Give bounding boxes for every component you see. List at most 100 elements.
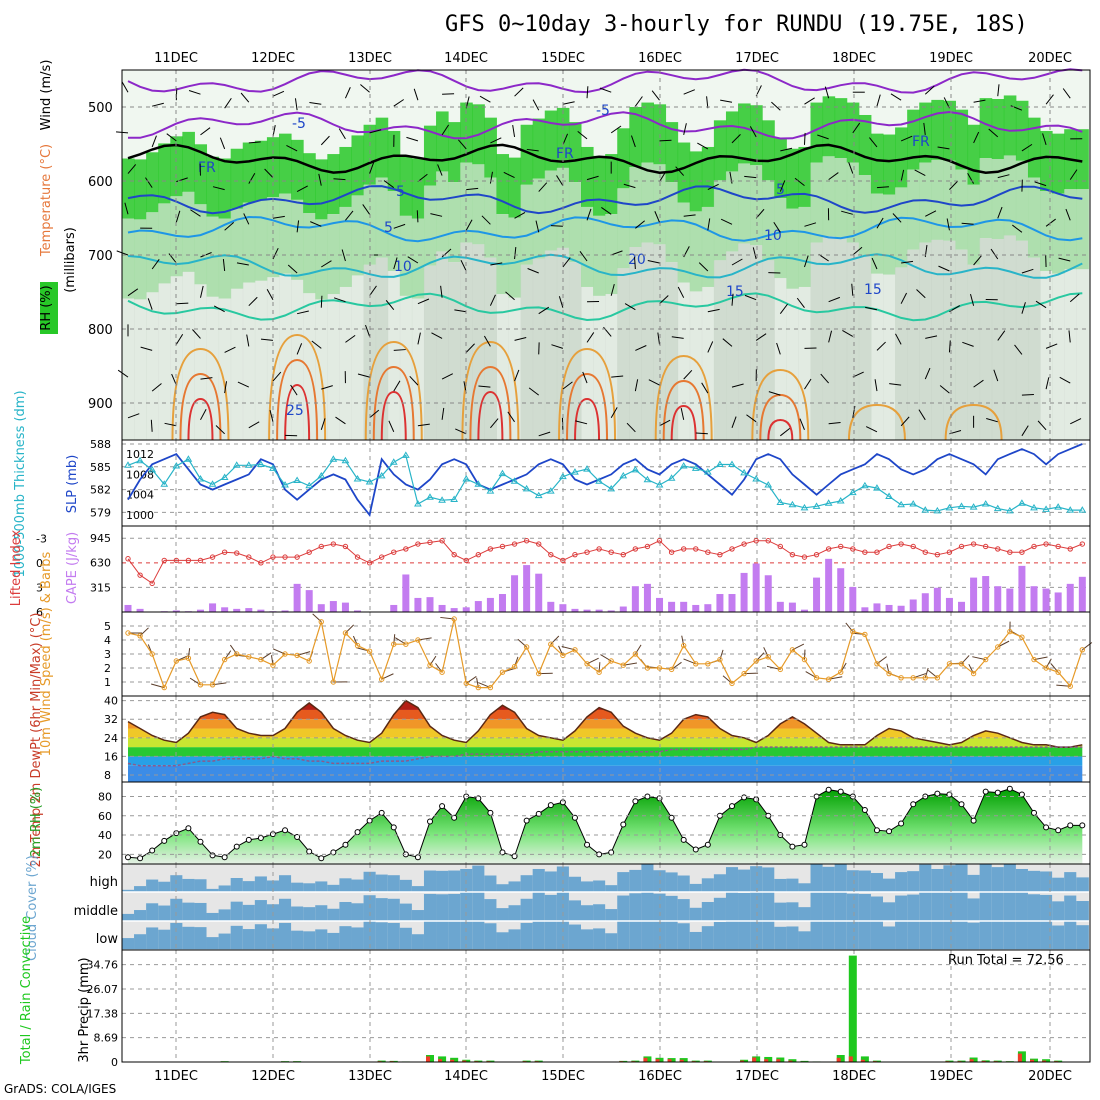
rh-cell — [134, 219, 147, 300]
wind-barb — [248, 141, 261, 144]
cloud-cover-cell — [399, 903, 413, 921]
rh-point — [294, 833, 301, 840]
cloud-cover-cell — [520, 922, 534, 950]
wind-barb — [939, 385, 950, 394]
wind-barb — [1045, 218, 1056, 227]
cloud-cover-cell — [713, 874, 727, 892]
cloud-cover-cell — [206, 888, 220, 892]
rh-point — [692, 846, 699, 853]
cloud-cover-cell — [218, 909, 232, 921]
rh-point — [221, 854, 228, 861]
wind-speed-point — [596, 669, 602, 675]
x-tick-label-top: 12DEC — [251, 51, 295, 66]
cloud-cover-cell — [629, 921, 642, 950]
li-point — [487, 546, 494, 552]
rh-cell — [1052, 273, 1065, 440]
upper-air-panel: -5-55FRFRFR55101015152025500600700800900 — [88, 68, 1091, 441]
li-point — [596, 546, 602, 552]
wind-barb — [901, 260, 914, 264]
thickness-point — [389, 458, 398, 465]
wind-barb — [187, 648, 191, 659]
rh-cell — [955, 249, 969, 440]
rh-point — [161, 837, 168, 844]
cape-bar — [837, 568, 845, 612]
wind-barb — [393, 349, 406, 351]
cloud-cover-cell — [677, 899, 691, 921]
rh-cell — [423, 185, 437, 266]
wind-barb — [514, 247, 517, 260]
rh-cell — [496, 214, 510, 295]
cloud-axis-label: Cloud Cover (%) — [25, 855, 40, 961]
cloud-cover-cell — [834, 864, 848, 892]
cape-bar — [643, 583, 651, 612]
slp-tick-label: 1000 — [126, 509, 154, 522]
rh-cell — [641, 102, 654, 163]
wind-speed-point — [354, 642, 361, 649]
warm-contour — [566, 372, 609, 441]
rh-point — [994, 789, 1001, 796]
thickness-point — [438, 496, 446, 503]
rh-cell — [121, 218, 135, 299]
thickness-point — [800, 503, 809, 511]
cloud-cover-cell — [979, 864, 993, 892]
wind-barb — [481, 215, 491, 225]
cloud-cover-cell — [991, 892, 1005, 921]
wind-barb — [175, 210, 181, 223]
wind-barb — [924, 367, 931, 380]
rh-point — [185, 825, 192, 832]
cloud-cover-cell — [134, 886, 147, 892]
wind-speed-point — [403, 641, 409, 647]
wind-barb — [598, 662, 601, 673]
cloud-cover-cell — [472, 865, 485, 892]
rh-cell — [134, 159, 147, 220]
cloud-cover-cell — [544, 921, 558, 950]
rh-cell — [629, 107, 642, 167]
li-point — [536, 541, 542, 547]
rh-cell — [713, 180, 727, 261]
cloud-cover-cell — [279, 875, 292, 892]
rh-cell — [532, 118, 546, 179]
cloud-cover-cell — [436, 921, 449, 950]
rh-point — [910, 801, 917, 808]
cloud-cover-cell — [955, 921, 969, 950]
x-tick-label-top: 18DEC — [832, 51, 876, 66]
rh-cell — [206, 156, 220, 217]
wind-barb — [697, 142, 709, 150]
dewpoint-line — [127, 746, 1083, 767]
cloud-cover-cell — [786, 926, 799, 950]
rh-cell — [508, 157, 522, 218]
cloud-cover-cell — [665, 921, 679, 950]
wind-speed-point — [982, 656, 989, 663]
wind-speed-point — [584, 661, 590, 667]
li-point — [1079, 541, 1086, 547]
cloud-cover-cell — [991, 867, 1005, 892]
wind-barb — [290, 384, 298, 396]
rh-point — [934, 790, 941, 797]
rh-point — [741, 794, 748, 801]
wind-barb — [465, 96, 470, 109]
cloud-cover-cell — [556, 866, 570, 892]
wind-barb — [648, 379, 660, 386]
cloud-cover-cell — [315, 881, 328, 892]
rh-cell — [1015, 240, 1029, 440]
thickness-point — [776, 498, 785, 506]
precip-tick-label: 0 — [111, 1056, 118, 1069]
wind-speed-point — [958, 661, 965, 667]
cloud-cover-cell — [907, 871, 920, 892]
li-point — [970, 541, 977, 547]
thickness-point — [136, 456, 144, 464]
rh-cell — [436, 251, 449, 440]
precip-convective-bar — [969, 1059, 974, 1062]
rh-point — [958, 801, 965, 808]
wind-barb — [1045, 94, 1054, 105]
wind-barb — [526, 148, 539, 152]
wind-barb — [538, 182, 548, 192]
thickness-point — [329, 455, 338, 462]
rh-cell — [834, 238, 848, 440]
li-point — [499, 543, 506, 550]
rh-cell — [351, 135, 365, 196]
wind-barb — [1034, 181, 1047, 187]
cape-bar — [740, 572, 748, 612]
rh-cell — [146, 212, 159, 293]
wind-barb — [147, 298, 153, 310]
